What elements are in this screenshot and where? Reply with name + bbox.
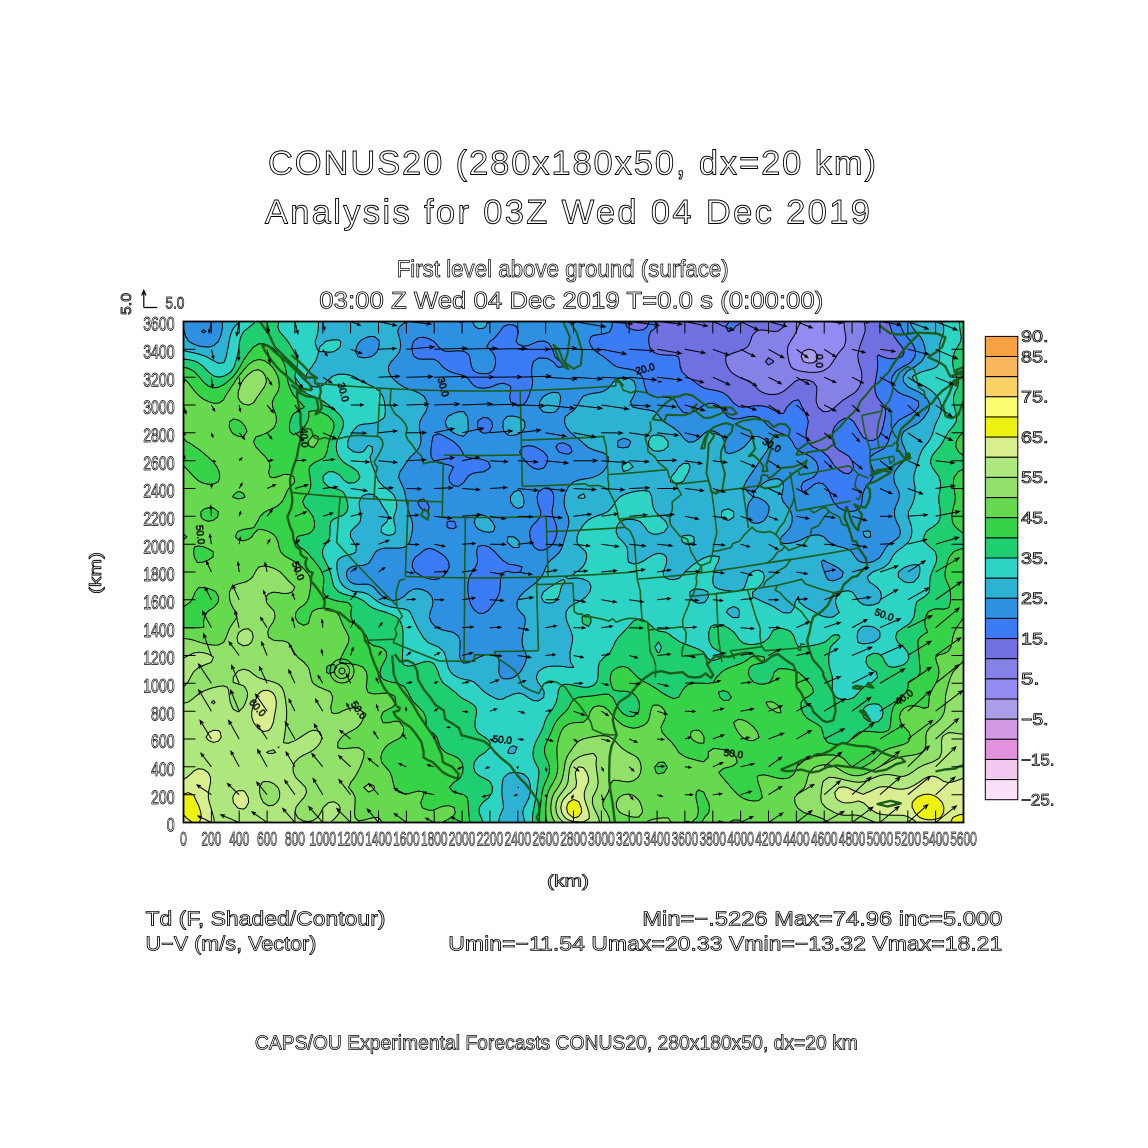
svg-text:400: 400 [229,829,249,851]
svg-text:4600: 4600 [811,829,838,851]
svg-text:200: 200 [201,829,221,851]
svg-text:2600: 2600 [143,453,175,475]
svg-text:2200: 2200 [143,509,175,531]
svg-text:0.0: 0.0 [813,354,824,368]
svg-text:3800: 3800 [700,829,727,851]
svg-text:1800: 1800 [421,829,448,851]
svg-text:1800: 1800 [143,564,175,586]
svg-text:2000: 2000 [143,536,175,558]
svg-text:Min=−.5226 Max=74.96 inc=5.000: Min=−.5226 Max=74.96 inc=5.000 [642,908,1002,930]
svg-text:5400: 5400 [922,829,949,851]
svg-text:90.: 90. [1021,328,1049,346]
svg-text:5.0: 5.0 [118,293,135,315]
svg-text:4400: 4400 [783,829,810,851]
svg-text:30.0: 30.0 [435,377,451,399]
svg-text:800: 800 [285,829,305,851]
svg-text:0: 0 [167,815,175,837]
svg-text:5200: 5200 [895,829,922,851]
svg-text:1400: 1400 [365,829,392,851]
svg-text:2800: 2800 [560,829,587,851]
svg-text:(km): (km) [86,552,105,594]
svg-text:75.: 75. [1021,389,1049,407]
svg-text:(km): (km) [547,872,589,891]
svg-text:5600: 5600 [950,829,977,851]
svg-text:3600: 3600 [672,829,699,851]
svg-text:4200: 4200 [755,829,782,851]
svg-text:200: 200 [151,787,175,809]
svg-text:3200: 3200 [616,829,643,851]
svg-text:4000: 4000 [727,829,754,851]
svg-text:3000: 3000 [143,397,175,419]
svg-text:−25.: −25. [1021,792,1055,810]
svg-text:3400: 3400 [143,342,175,364]
svg-text:2200: 2200 [477,829,504,851]
svg-text:20.0: 20.0 [635,362,657,378]
svg-text:1200: 1200 [143,648,175,670]
svg-text:0: 0 [180,829,187,851]
svg-text:5.0: 5.0 [165,293,184,312]
svg-text:Td (F, Shaded/Contour): Td (F, Shaded/Contour) [146,908,386,930]
svg-text:2600: 2600 [532,829,559,851]
svg-text:65.: 65. [1021,429,1049,447]
svg-text:U−V (m/s, Vector): U−V (m/s, Vector) [146,933,317,955]
svg-text:15.: 15. [1021,630,1049,648]
svg-text:First level above ground (surf: First level above ground (surface) [397,256,729,283]
svg-text:45.: 45. [1021,510,1049,528]
svg-text:1200: 1200 [337,829,364,851]
svg-text:50.0: 50.0 [193,524,206,545]
svg-text:−15.: −15. [1021,751,1055,769]
svg-text:1000: 1000 [143,676,175,698]
svg-text:Analysis for 03Z Wed 04 Dec 20: Analysis for 03Z Wed 04 Dec 2019 [265,194,870,232]
svg-text:35.: 35. [1021,550,1049,568]
svg-text:600: 600 [257,829,277,851]
svg-text:CONUS20 (280x180x50, dx=20 km): CONUS20 (280x180x50, dx=20 km) [268,145,876,183]
svg-text:5.: 5. [1021,671,1040,689]
svg-text:2400: 2400 [143,481,175,503]
svg-text:25.: 25. [1021,590,1049,608]
svg-text:3200: 3200 [143,369,175,391]
svg-text:400: 400 [151,759,175,781]
svg-text:50.0: 50.0 [492,734,513,747]
svg-text:800: 800 [151,703,175,725]
svg-text:30.0: 30.0 [335,382,351,404]
svg-text:85.: 85. [1021,348,1049,366]
svg-text:3000: 3000 [588,829,615,851]
svg-text:CAPS/OU Experimental Forecasts: CAPS/OU Experimental Forecasts CONUS20, … [255,1032,858,1054]
svg-text:03:00 Z Wed 04 Dec 2019 T: 03:00 Z Wed 04 Dec 2019 T=0.0 s (0:00:00… [319,288,823,315]
svg-text:1000: 1000 [310,829,337,851]
svg-text:40.0: 40.0 [297,428,309,448]
svg-text:50.0: 50.0 [723,748,744,762]
svg-text:4800: 4800 [839,829,866,851]
svg-text:1400: 1400 [143,620,175,642]
svg-text:1600: 1600 [393,829,420,851]
svg-text:3400: 3400 [644,829,671,851]
svg-text:2400: 2400 [505,829,532,851]
svg-text:600: 600 [151,731,175,753]
svg-text:1600: 1600 [143,592,175,614]
svg-text:Umin=−11.54 Umax=20.33 Vmin=−1: Umin=−11.54 Umax=20.33 Vmin=−13.32 Vmax=… [448,933,1002,955]
svg-text:3600: 3600 [143,314,175,336]
svg-text:5000: 5000 [867,829,894,851]
svg-text:2000: 2000 [449,829,476,851]
svg-text:55.: 55. [1021,469,1049,487]
svg-text:−5.: −5. [1021,711,1049,729]
svg-text:2800: 2800 [143,425,175,447]
